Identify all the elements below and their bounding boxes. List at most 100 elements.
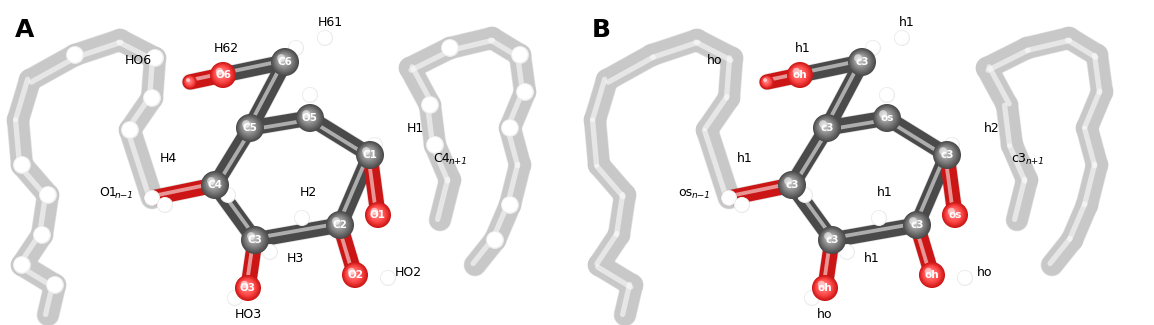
Circle shape — [219, 72, 223, 74]
Circle shape — [725, 194, 732, 201]
Circle shape — [722, 191, 735, 204]
Circle shape — [430, 140, 437, 148]
Circle shape — [328, 213, 351, 236]
Circle shape — [228, 292, 241, 304]
Circle shape — [373, 210, 380, 217]
Circle shape — [912, 220, 919, 226]
Circle shape — [807, 292, 816, 302]
Circle shape — [144, 190, 160, 206]
Circle shape — [183, 75, 196, 88]
Circle shape — [829, 236, 831, 239]
Circle shape — [725, 194, 732, 200]
Circle shape — [805, 291, 818, 305]
Circle shape — [148, 50, 163, 65]
Circle shape — [204, 175, 224, 193]
Circle shape — [265, 247, 273, 255]
Circle shape — [277, 54, 291, 68]
Circle shape — [381, 271, 395, 284]
Circle shape — [818, 281, 830, 292]
Circle shape — [809, 295, 812, 299]
Circle shape — [780, 174, 802, 195]
Circle shape — [230, 293, 239, 302]
Circle shape — [306, 91, 313, 98]
Circle shape — [223, 189, 232, 199]
Circle shape — [501, 119, 518, 136]
Circle shape — [158, 198, 172, 212]
Circle shape — [927, 269, 935, 278]
Circle shape — [504, 199, 515, 210]
Circle shape — [15, 258, 29, 272]
Circle shape — [517, 53, 519, 55]
Circle shape — [263, 245, 277, 259]
Circle shape — [871, 46, 872, 47]
Circle shape — [523, 90, 525, 92]
Circle shape — [947, 208, 959, 219]
Circle shape — [427, 102, 430, 106]
Circle shape — [799, 189, 810, 201]
Circle shape — [149, 95, 152, 98]
Circle shape — [328, 212, 352, 237]
Circle shape — [163, 203, 165, 205]
Circle shape — [869, 44, 872, 48]
Circle shape — [516, 84, 533, 100]
Circle shape — [817, 280, 831, 293]
Circle shape — [307, 115, 308, 116]
Circle shape — [330, 215, 347, 233]
Circle shape — [294, 210, 310, 226]
Circle shape — [247, 232, 260, 245]
Circle shape — [796, 72, 800, 74]
Circle shape — [202, 172, 227, 197]
Circle shape — [726, 195, 730, 199]
Circle shape — [151, 55, 156, 59]
Circle shape — [922, 266, 939, 283]
Circle shape — [47, 277, 62, 293]
Circle shape — [239, 279, 255, 295]
Circle shape — [242, 120, 255, 133]
Circle shape — [869, 44, 876, 51]
Circle shape — [208, 178, 219, 189]
Circle shape — [243, 122, 253, 131]
Circle shape — [516, 51, 522, 56]
Circle shape — [870, 45, 874, 49]
Circle shape — [424, 99, 435, 110]
Circle shape — [927, 270, 934, 277]
Circle shape — [803, 193, 804, 195]
Circle shape — [381, 270, 396, 285]
Circle shape — [878, 110, 893, 124]
Circle shape — [512, 47, 527, 62]
Circle shape — [928, 271, 932, 275]
Circle shape — [306, 91, 313, 97]
Circle shape — [295, 211, 308, 225]
Circle shape — [293, 45, 297, 49]
Circle shape — [789, 64, 810, 84]
Circle shape — [220, 187, 237, 203]
Circle shape — [855, 55, 866, 66]
Circle shape — [801, 191, 808, 197]
Circle shape — [351, 270, 357, 276]
Circle shape — [188, 80, 190, 82]
Circle shape — [44, 191, 50, 197]
Circle shape — [148, 94, 153, 100]
Circle shape — [935, 143, 958, 166]
Circle shape — [248, 234, 258, 243]
Circle shape — [800, 189, 810, 200]
Circle shape — [426, 101, 432, 107]
Circle shape — [816, 117, 838, 138]
Circle shape — [160, 201, 167, 208]
Circle shape — [288, 40, 304, 56]
Circle shape — [764, 80, 767, 83]
Circle shape — [264, 246, 275, 257]
Circle shape — [148, 51, 162, 65]
Circle shape — [894, 31, 909, 45]
Circle shape — [337, 222, 338, 223]
Circle shape — [960, 273, 969, 282]
Circle shape — [241, 226, 269, 254]
Circle shape — [210, 180, 216, 186]
Circle shape — [298, 214, 305, 220]
Circle shape — [949, 141, 953, 147]
Circle shape — [43, 190, 48, 195]
Circle shape — [162, 202, 166, 206]
Text: H62: H62 — [213, 42, 239, 55]
Circle shape — [959, 271, 971, 284]
Circle shape — [425, 100, 433, 108]
